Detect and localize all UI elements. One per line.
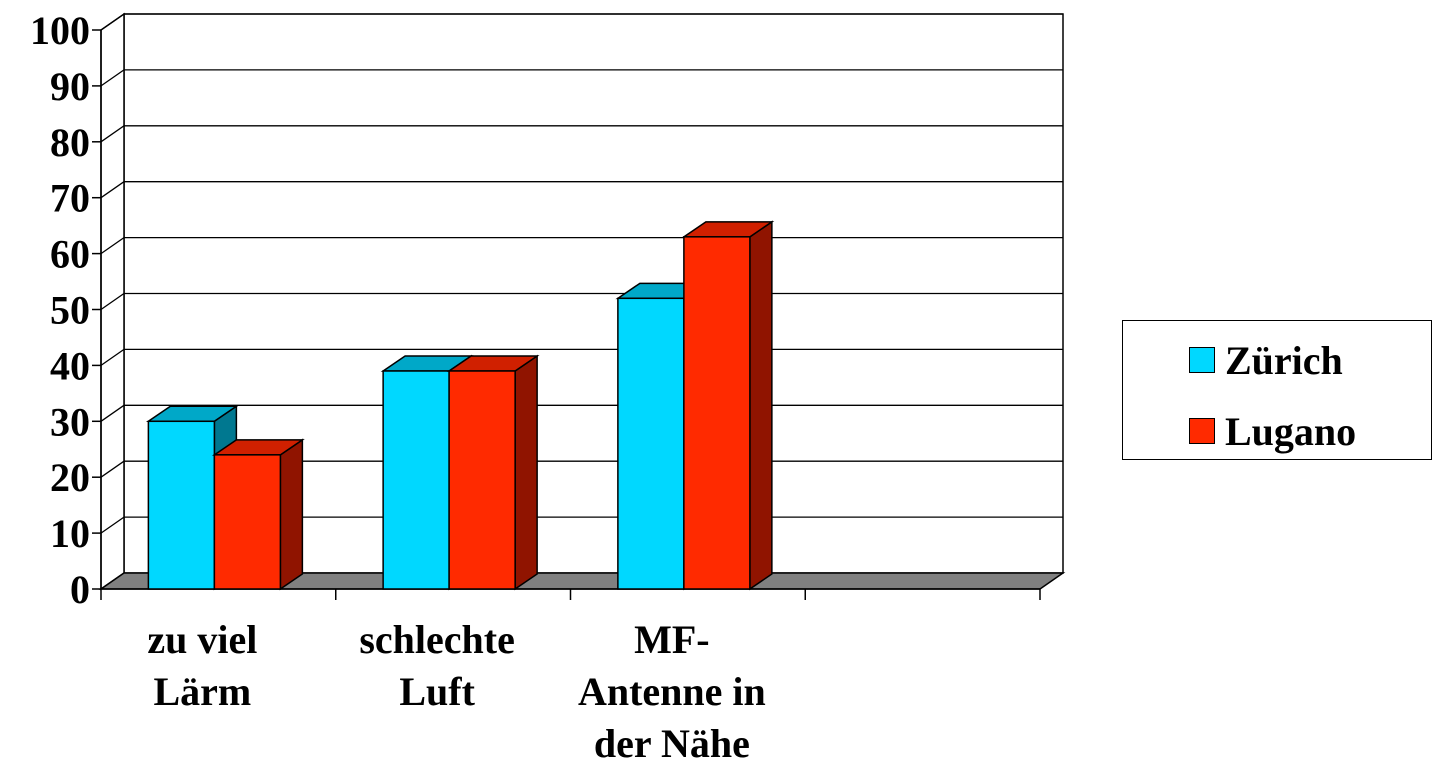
bar-side-lugano <box>279 438 304 591</box>
gridline <box>100 13 1063 31</box>
legend-swatch-zurich <box>1189 347 1215 373</box>
legend: Zürich Lugano <box>1122 320 1432 460</box>
gridline <box>100 125 1063 143</box>
y-tick-label: 20 <box>50 455 90 500</box>
legend-item-zurich: Zürich <box>1189 338 1343 383</box>
category-label: zu viel <box>147 617 257 662</box>
category-label: Lärm <box>153 669 251 714</box>
y-tick-label: 0 <box>70 567 90 612</box>
y-tick-label: 90 <box>50 64 90 109</box>
y-tick-label: 50 <box>50 288 90 333</box>
bar-lugano <box>213 454 282 590</box>
bar-zrich <box>382 370 450 590</box>
bar-lugano <box>448 370 516 590</box>
bars <box>145 220 775 591</box>
category-label: Luft <box>399 669 475 714</box>
legend-item-lugano: Lugano <box>1189 409 1356 454</box>
category-label: Antenne in <box>578 669 766 714</box>
legend-swatch-lugano <box>1189 418 1215 444</box>
legend-label-zurich: Zürich <box>1225 337 1343 383</box>
y-tick-labels: 0 10 20 30 40 50 60 70 80 90 100 <box>30 8 90 612</box>
y-tick-label: 40 <box>50 343 90 388</box>
y-tick-label: 10 <box>50 511 90 556</box>
y-tick-label: 60 <box>50 232 90 277</box>
gridline <box>100 69 1063 87</box>
category-label: MF- <box>634 617 710 662</box>
y-tick-label: 100 <box>30 8 90 53</box>
category-label: der Nähe <box>594 721 750 766</box>
bar-side-lugano <box>749 220 773 591</box>
y-tick-label: 70 <box>50 176 90 221</box>
category-labels: zu viel Lärm schlechte Luft MF- Antenne in der… <box>147 617 765 766</box>
bar-lugano <box>683 236 751 590</box>
gridline <box>100 181 1063 199</box>
category-label: schlechte <box>359 617 515 662</box>
y-tick-label: 30 <box>50 399 90 444</box>
bar-side-lugano <box>514 354 538 591</box>
y-tick-label: 80 <box>50 120 90 165</box>
legend-label-lugano: Lugano <box>1225 408 1357 454</box>
bar-zrich <box>617 297 685 590</box>
bar-zrich <box>147 420 216 590</box>
